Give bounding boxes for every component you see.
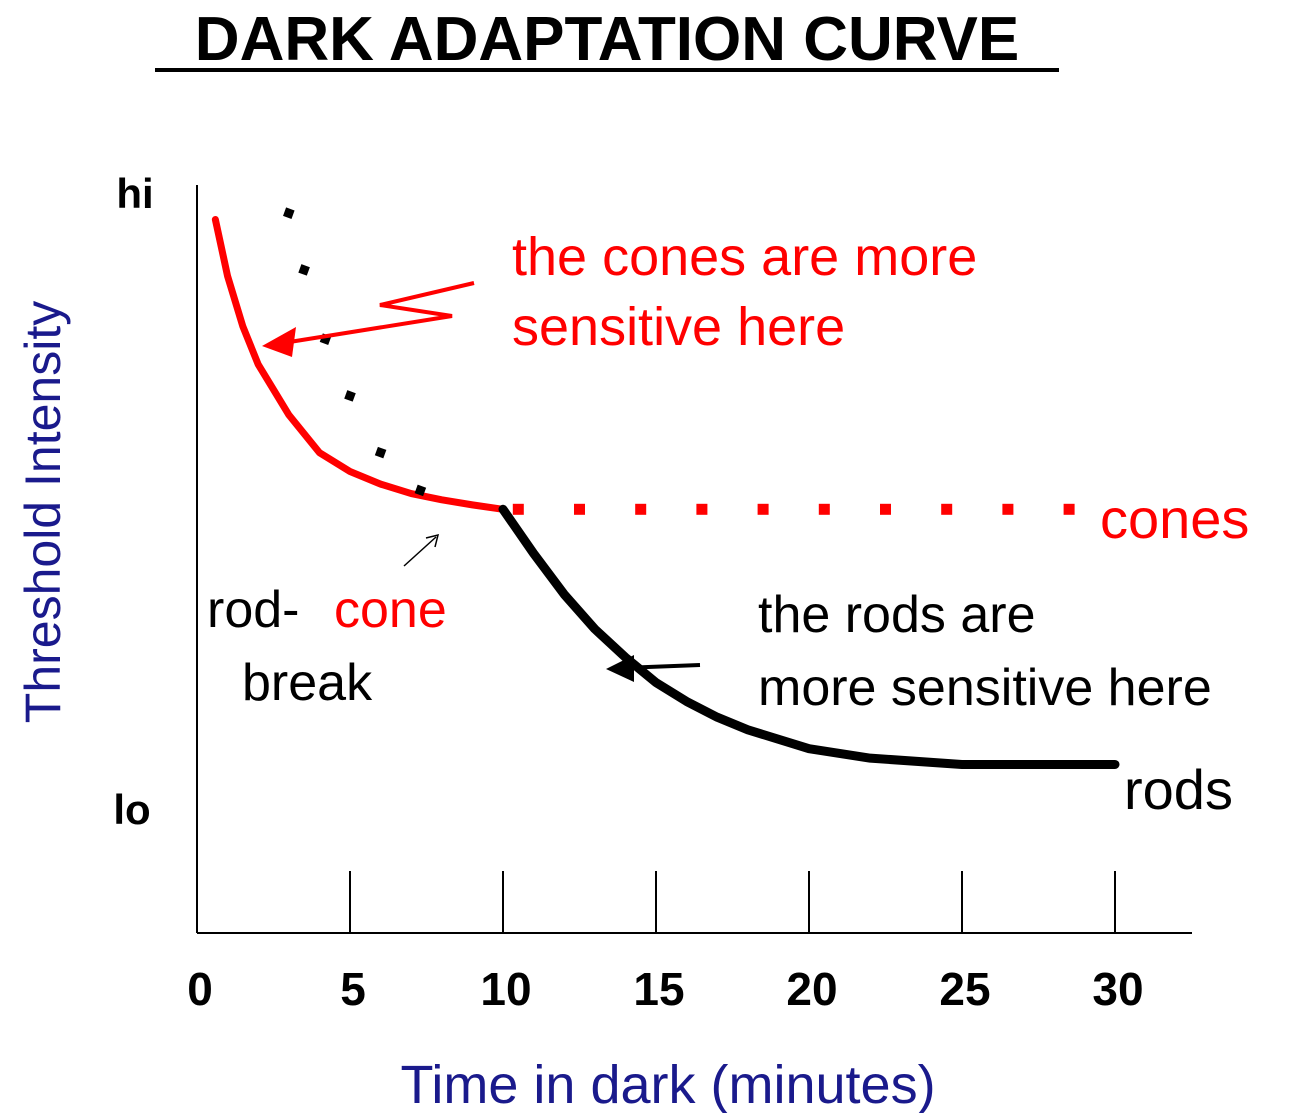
y-axis-label: Threshold Intensity bbox=[15, 301, 71, 723]
rod-cone-part1: rod- bbox=[207, 581, 299, 639]
x-tick-label: 0 bbox=[187, 963, 213, 1015]
y-tick-hi: hi bbox=[116, 170, 153, 217]
series-group bbox=[211, 207, 1120, 769]
series-dot-point bbox=[414, 484, 427, 497]
series-dot-point bbox=[298, 264, 310, 276]
cones-dot-point bbox=[1063, 503, 1075, 515]
x-tick-label: 5 bbox=[340, 963, 366, 1015]
cones-dot-point bbox=[574, 503, 585, 515]
cones-dot-point bbox=[635, 503, 647, 515]
cones-dot-point bbox=[696, 503, 708, 515]
cones-zigzag-arrow bbox=[276, 281, 475, 346]
series-dot-point bbox=[374, 446, 387, 459]
cones-label: cones bbox=[1100, 487, 1249, 550]
rod-cone-part2: cone bbox=[334, 581, 447, 639]
cones-dot-point bbox=[880, 503, 891, 515]
x-tick-label: 15 bbox=[633, 963, 684, 1015]
cones-arrowhead-icon bbox=[262, 327, 296, 357]
rods-sensitive-line2: more sensitive here bbox=[758, 659, 1212, 717]
rod-cone-part3: break bbox=[242, 654, 373, 712]
x-ticks: 0 5 10 15 20 25 30 bbox=[187, 871, 1144, 1015]
chart-title: DARK ADAPTATION CURVE bbox=[195, 5, 1019, 74]
break-pointer-icon bbox=[425, 533, 440, 548]
x-tick-label: 10 bbox=[480, 963, 531, 1015]
rods-curve bbox=[498, 504, 1120, 769]
cones-sensitive-line1: the cones are more bbox=[512, 227, 977, 287]
rods-sensitive-line1: the rods are bbox=[758, 586, 1036, 644]
cones-dot-point bbox=[512, 503, 524, 515]
x-tick-label: 20 bbox=[786, 963, 837, 1015]
cones-dot-point bbox=[757, 503, 769, 515]
series-dot-point bbox=[283, 207, 295, 219]
x-axis-label: Time in dark (minutes) bbox=[400, 1055, 935, 1113]
cones-dot-point bbox=[941, 503, 953, 515]
rods-label: rods bbox=[1124, 758, 1233, 821]
cones-dot-point bbox=[1002, 503, 1014, 515]
y-tick-lo: lo bbox=[113, 786, 150, 833]
rods-arrowhead-icon bbox=[606, 655, 634, 682]
break-pointer-line bbox=[403, 536, 437, 567]
cones-curve bbox=[211, 216, 507, 513]
series-dot-point bbox=[344, 390, 356, 402]
cones-dot-point bbox=[818, 503, 830, 515]
x-tick-label: 25 bbox=[939, 963, 990, 1015]
cones-sensitive-line2: sensitive here bbox=[512, 297, 845, 357]
rods-arrow-shaft bbox=[621, 663, 701, 670]
x-tick-label: 30 bbox=[1092, 963, 1143, 1015]
